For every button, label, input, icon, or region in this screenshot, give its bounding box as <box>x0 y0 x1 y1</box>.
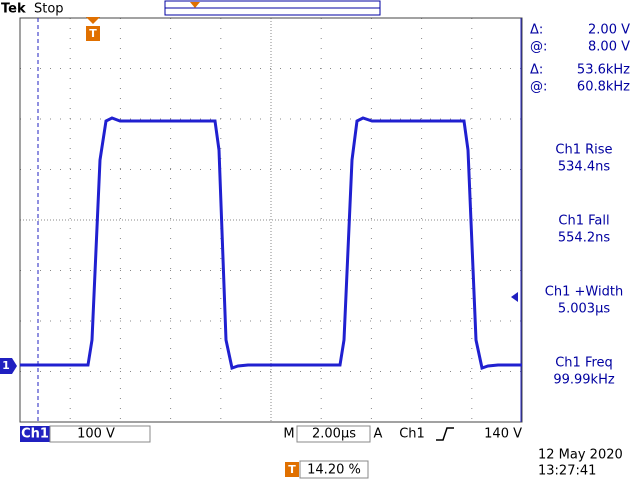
channel-marker <box>0 358 17 374</box>
graticule <box>20 18 522 422</box>
cursor-value: 60.8kHz <box>577 80 630 95</box>
acq-status: Stop <box>34 2 64 17</box>
trigger-prefix: A <box>374 427 383 442</box>
measurement-label: Ch1 Fall <box>558 214 609 229</box>
trigger-level-arrow <box>511 292 518 302</box>
brand: Tek <box>1 2 26 17</box>
channel-label: Ch1 <box>21 427 49 442</box>
trigger-source: Ch1 <box>399 427 425 442</box>
measurement-label: Ch1 Freq <box>555 356 613 371</box>
timebase: 2.00µs <box>312 427 356 442</box>
measurement-value: 5.003µs <box>558 302 610 317</box>
cursor-symbol: Δ: <box>530 23 543 38</box>
measurement-value: 554.2ns <box>558 231 610 246</box>
timebase-box <box>296 425 371 443</box>
trigger-marker <box>86 26 100 41</box>
trigger-level: 140 V <box>484 427 522 442</box>
record-trigger <box>190 2 200 8</box>
cursor-value: 8.00 V <box>588 40 630 55</box>
record-frame <box>164 0 381 16</box>
measurement-value: 99.99kHz <box>553 373 615 388</box>
measurement-value: 534.4ns <box>558 160 610 175</box>
trigger-pos-box <box>299 460 369 479</box>
trigger-slope <box>436 427 454 441</box>
trigger-arrow <box>86 17 100 24</box>
scale-box <box>49 425 151 443</box>
channel-box <box>20 426 50 442</box>
trigger-marker-label: T <box>89 27 97 40</box>
cursor-symbol: @: <box>530 40 547 55</box>
timebase-prefix: M <box>283 427 294 442</box>
waveform <box>20 116 522 370</box>
measurement-label: Ch1 Rise <box>555 143 612 158</box>
cursor-symbol: @: <box>530 80 547 95</box>
cursor-symbol: Δ: <box>530 63 543 78</box>
cursor-value: 53.6kHz <box>577 63 630 78</box>
cursor-value: 2.00 V <box>588 23 630 38</box>
time: 13:27:41 <box>538 464 596 479</box>
readout-panel: Δ: 2.00 V @: 8.00 V Δ: 53.6kHz @: 60.8kHz Ch1 Ri… <box>530 23 630 388</box>
channel-scale: 100 V <box>77 427 115 442</box>
trigger-pos-icon <box>285 462 299 477</box>
date: 12 May 2020 <box>538 448 623 463</box>
graticule-frame <box>19 17 523 423</box>
trigger-position: 14.20 % <box>307 463 361 478</box>
trigger-pos-icon-label: T <box>288 463 296 476</box>
measurement-label: Ch1 +Width <box>545 285 623 300</box>
channel-marker-label: 1 <box>2 359 10 372</box>
